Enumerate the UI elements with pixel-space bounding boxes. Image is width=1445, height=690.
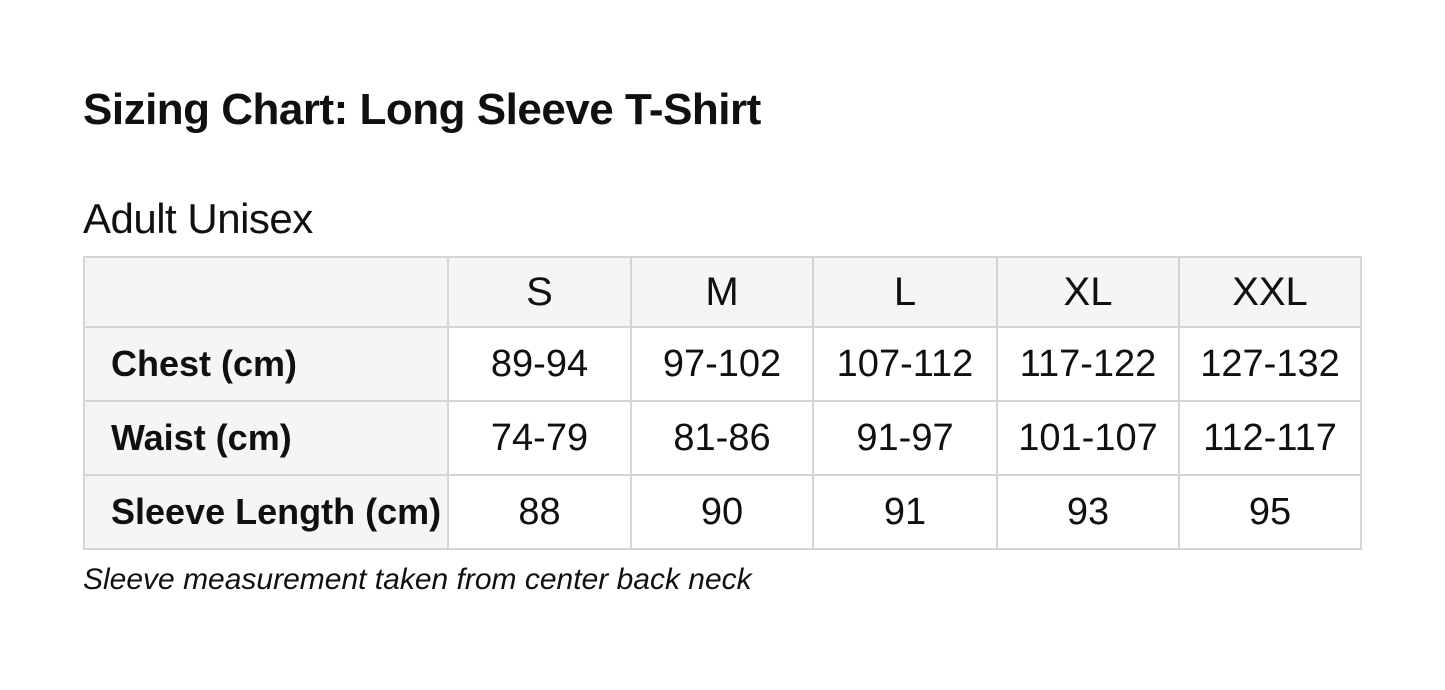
row-label-chest: Chest (cm) [83,326,449,402]
page-title: Sizing Chart: Long Sleeve T-Shirt [83,85,761,134]
corner-cell [83,256,449,328]
cell-chest-xl: 117-122 [996,326,1180,402]
cell-chest-l: 107-112 [812,326,998,402]
column-header-l: L [812,256,998,328]
cell-waist-m: 81-86 [630,400,814,476]
column-header-m: M [630,256,814,328]
cell-chest-xxl: 127-132 [1178,326,1362,402]
column-header-s: S [447,256,632,328]
cell-waist-l: 91-97 [812,400,998,476]
row-label-waist: Waist (cm) [83,400,449,476]
table-row-waist: Waist (cm) 74-79 81-86 91-97 101-107 112… [83,400,1362,476]
cell-chest-s: 89-94 [447,326,632,402]
row-label-sleeve-length: Sleeve Length (cm) [83,474,449,550]
sizing-table: S M L XL XXL Chest (cm) 89-94 97-102 107… [83,256,1362,550]
table-header-row: S M L XL XXL [83,256,1362,328]
cell-waist-xxl: 112-117 [1178,400,1362,476]
cell-sleeve-s: 88 [447,474,632,550]
cell-sleeve-xl: 93 [996,474,1180,550]
cell-waist-xl: 101-107 [996,400,1180,476]
sizing-chart-page: Sizing Chart: Long Sleeve T-Shirt Adult … [83,84,1362,600]
section-title: Adult Unisex [83,195,313,242]
cell-sleeve-l: 91 [812,474,998,550]
cell-sleeve-m: 90 [630,474,814,550]
cell-sleeve-xxl: 95 [1178,474,1362,550]
column-header-xl: XL [996,256,1180,328]
cell-chest-m: 97-102 [630,326,814,402]
cell-waist-s: 74-79 [447,400,632,476]
table-row-sleeve-length: Sleeve Length (cm) 88 90 91 93 95 [83,474,1362,550]
column-header-xxl: XXL [1178,256,1362,328]
footnote: Sleeve measurement taken from center bac… [83,563,752,596]
table-row-chest: Chest (cm) 89-94 97-102 107-112 117-122 … [83,326,1362,402]
